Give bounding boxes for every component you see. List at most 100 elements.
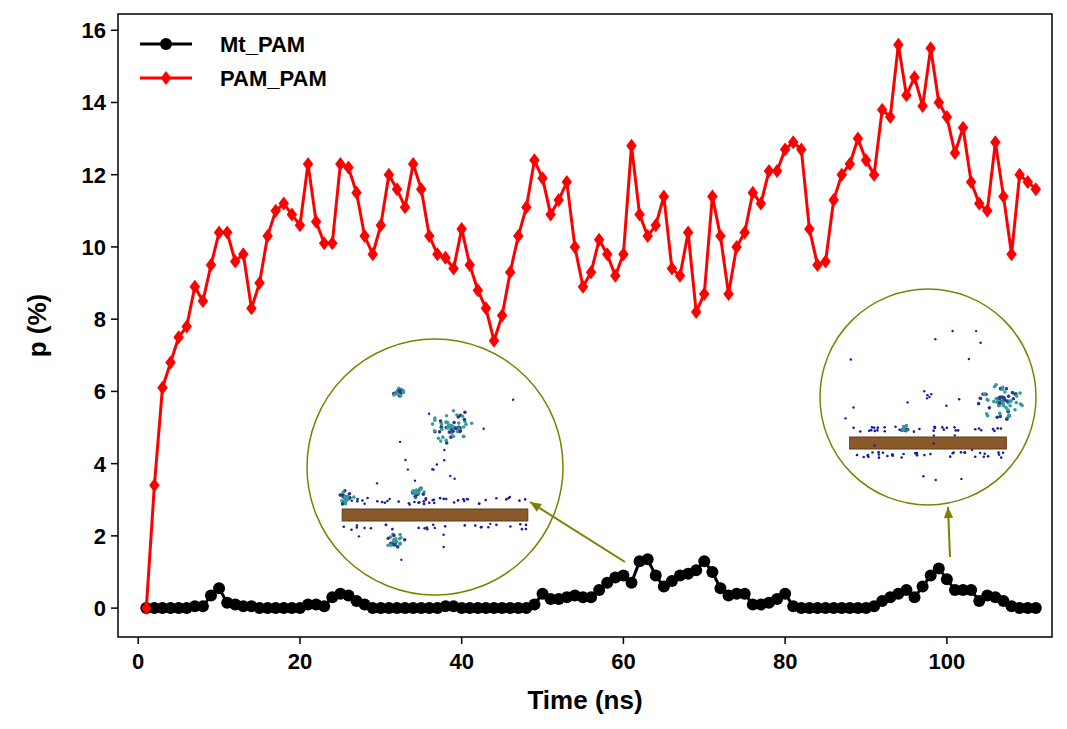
point (367, 247, 378, 261)
inset-ion (453, 501, 456, 504)
point (481, 301, 492, 315)
inset-ion (934, 426, 937, 429)
inset-polymer (386, 543, 390, 547)
inset-ion (892, 455, 895, 458)
inset-ion (949, 455, 952, 458)
point (497, 309, 508, 323)
point (528, 598, 540, 610)
inset-polymer (433, 418, 437, 422)
inset-ion (404, 459, 406, 461)
point (295, 218, 306, 232)
point (642, 553, 654, 565)
inset-ion (443, 459, 445, 461)
point (1006, 247, 1017, 261)
inset-polymer (341, 490, 345, 494)
inset-ion (996, 427, 999, 430)
x-tick-label: 100 (929, 649, 966, 674)
point (529, 153, 540, 167)
inset-ion (363, 527, 366, 530)
inset-ion (926, 394, 928, 396)
point (311, 215, 322, 229)
inset-polymer (445, 421, 449, 425)
inset-ion (963, 451, 966, 454)
inset-ion (1000, 456, 1003, 459)
inset-ion (462, 498, 465, 501)
point (772, 164, 783, 178)
point (698, 555, 710, 567)
point (270, 204, 281, 218)
point (861, 153, 872, 167)
inset-polymer (461, 414, 465, 418)
inset-ion (385, 523, 388, 526)
point (473, 283, 484, 297)
inset-polymer (403, 538, 407, 542)
inset-ion (866, 455, 869, 458)
inset-ion (519, 523, 522, 526)
inset-ion (400, 559, 402, 561)
inset-ion (906, 401, 908, 403)
inset-ion (974, 428, 977, 431)
inset-polymer (462, 425, 466, 429)
inset-ion (900, 456, 903, 459)
point (691, 305, 702, 319)
inset-ion (425, 498, 428, 501)
inset-ion (413, 501, 416, 504)
inset-polymer (462, 434, 466, 438)
inset-ion (442, 498, 445, 501)
inset-ion (859, 430, 862, 433)
point (262, 229, 273, 243)
inset-polymer (983, 392, 987, 396)
inset-polymer (999, 415, 1003, 419)
point (739, 226, 750, 240)
y-tick (111, 535, 118, 537)
point (626, 139, 637, 153)
inset-ion (934, 426, 937, 429)
point (181, 319, 192, 333)
inset-polymer (986, 398, 990, 402)
inset-ion (954, 429, 957, 432)
inset-polymer (457, 421, 461, 425)
inset-ion (883, 430, 886, 433)
point (990, 135, 1001, 149)
inset-polymer (995, 416, 999, 420)
point (206, 258, 217, 272)
point (699, 287, 710, 301)
legend-label: PAM_PAM (220, 66, 327, 91)
point (651, 218, 662, 232)
inset-ion (342, 525, 345, 528)
point (965, 584, 977, 596)
inset-ion (980, 429, 983, 432)
point (343, 160, 354, 174)
point (748, 186, 759, 200)
inset-ion (992, 428, 995, 431)
y-tick (111, 246, 118, 248)
inset-polymer (1014, 401, 1018, 405)
point (303, 157, 314, 171)
point (165, 356, 176, 370)
inset-ion (979, 452, 982, 455)
inset-ion (417, 501, 420, 504)
inset-polymer (1015, 394, 1019, 398)
point (440, 251, 451, 265)
inset-polymer (1003, 390, 1007, 394)
inset-circle (820, 289, 1036, 505)
inset-polymer (449, 424, 453, 428)
inset-ion (376, 482, 378, 484)
inset-slab (850, 437, 1007, 449)
inset-polymer (463, 418, 467, 422)
inset-ion (370, 527, 373, 530)
inset-ion (850, 358, 852, 360)
inset-ion (968, 358, 970, 360)
inset-polymer (433, 429, 437, 433)
x-tick (461, 637, 463, 644)
inset-ion (951, 452, 954, 455)
point (723, 287, 734, 301)
point (788, 135, 799, 149)
inset-ion (934, 338, 936, 340)
inset-ion (1000, 427, 1003, 430)
y-axis-title: p (%) (22, 294, 52, 358)
point (869, 168, 880, 182)
point (602, 247, 613, 261)
inset-ion (951, 330, 953, 332)
inset-polymer (451, 429, 455, 433)
